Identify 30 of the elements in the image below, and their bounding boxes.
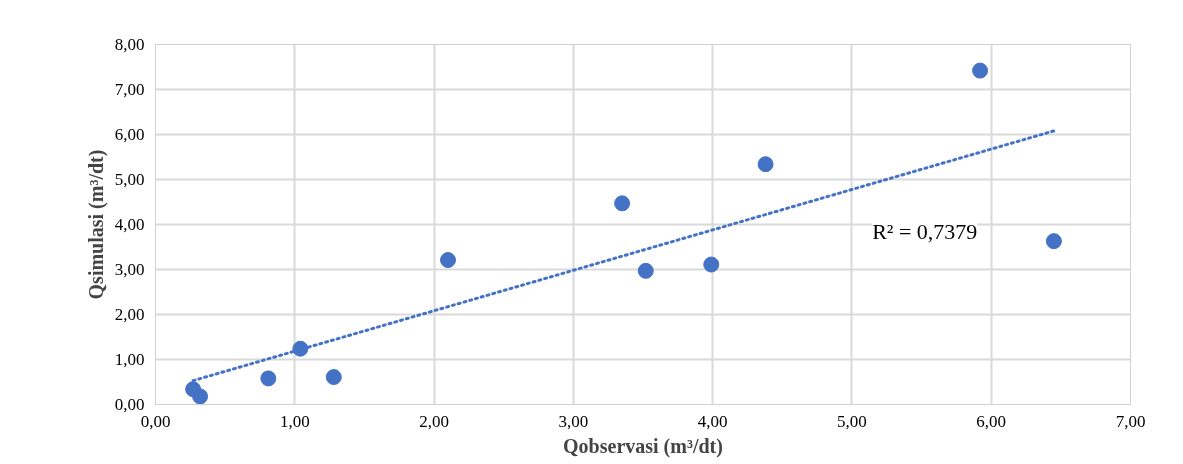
y-tick-label: 8,00 xyxy=(114,35,145,54)
x-tick-label: 5,00 xyxy=(837,411,867,431)
point xyxy=(1045,233,1062,250)
x-tick-label: 3,00 xyxy=(558,411,589,431)
point xyxy=(260,370,277,387)
x-tick-label: 4,00 xyxy=(697,411,728,431)
y-tick-label: 1,00 xyxy=(114,350,145,369)
x-tick-label: 6,00 xyxy=(976,411,1007,431)
x-tick-label: 1,00 xyxy=(279,411,310,431)
point xyxy=(972,62,989,79)
y-tick-label: 7,00 xyxy=(114,80,145,99)
point xyxy=(614,195,631,212)
point xyxy=(637,262,654,279)
y-tick-label: 4,00 xyxy=(114,215,145,234)
point xyxy=(703,256,720,273)
point xyxy=(325,369,342,386)
annotation: R² = 0,7379 xyxy=(872,219,978,245)
y-tick-label: 6,00 xyxy=(114,125,145,144)
y-tick-label: 3,00 xyxy=(114,260,145,279)
point xyxy=(192,388,209,405)
x-tick-label: 7,00 xyxy=(1115,411,1146,431)
y-tick-label: 5,00 xyxy=(114,170,145,189)
x-tick-label: 0,00 xyxy=(140,411,171,431)
point xyxy=(757,156,774,173)
y-tick-label: 2,00 xyxy=(114,305,145,324)
y-tick-label: 0,00 xyxy=(114,395,145,414)
x-tick-label: 2,00 xyxy=(419,411,449,431)
point xyxy=(440,252,456,269)
y-axis-title: Qsimulasi (m³/dt) xyxy=(84,149,108,300)
x-axis-title: Qobservasi (m³/dt) xyxy=(563,434,723,458)
